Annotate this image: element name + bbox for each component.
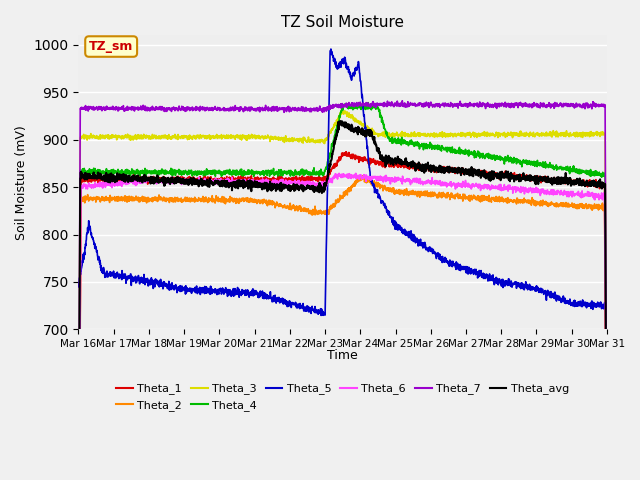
- Line: Theta_2: Theta_2: [79, 176, 607, 480]
- Theta_6: [332, 171, 339, 177]
- Theta_4: [491, 156, 499, 162]
- Theta_2: [317, 208, 325, 214]
- Theta_4: [588, 170, 595, 176]
- Theta_2: [588, 202, 595, 208]
- Theta_7: [491, 102, 499, 108]
- Theta_5: [317, 312, 325, 318]
- Theta_3: [588, 131, 596, 137]
- Theta_5: [332, 60, 340, 66]
- Theta_3: [491, 134, 499, 140]
- Theta_2: [359, 173, 367, 179]
- Theta_6: [102, 184, 109, 190]
- Theta_6: [317, 181, 325, 187]
- Theta_1: [588, 181, 595, 187]
- Theta_4: [364, 100, 372, 106]
- Theta_2: [491, 196, 499, 202]
- Theta_5: [588, 299, 596, 304]
- Theta_1: [491, 172, 499, 178]
- Theta_1: [332, 160, 339, 166]
- Theta_7: [588, 104, 595, 109]
- Theta_7: [588, 106, 596, 112]
- Theta_6: [335, 170, 343, 176]
- Theta_5: [588, 298, 596, 304]
- Legend: Theta_1, Theta_2, Theta_3, Theta_4, Theta_5, Theta_6, Theta_7, Theta_avg: Theta_1, Theta_2, Theta_3, Theta_4, Thet…: [112, 379, 573, 415]
- Theta_avg: [317, 188, 325, 193]
- Theta_5: [603, 301, 611, 307]
- Theta_6: [491, 184, 499, 190]
- Theta_7: [102, 106, 109, 111]
- Theta_3: [338, 106, 346, 112]
- Theta_1: [102, 177, 109, 183]
- Theta_1: [342, 149, 350, 155]
- Theta_3: [102, 132, 109, 138]
- Line: Theta_5: Theta_5: [79, 49, 607, 315]
- Theta_5: [318, 306, 326, 312]
- Theta_avg: [588, 181, 596, 187]
- Title: TZ Soil Moisture: TZ Soil Moisture: [281, 15, 404, 30]
- X-axis label: Time: Time: [327, 349, 358, 362]
- Line: Theta_1: Theta_1: [79, 152, 607, 480]
- Theta_6: [588, 192, 596, 197]
- Theta_4: [102, 171, 109, 177]
- Theta_1: [317, 176, 325, 182]
- Text: TZ_sm: TZ_sm: [89, 40, 133, 53]
- Theta_avg: [491, 171, 499, 177]
- Theta_avg: [588, 179, 595, 185]
- Theta_1: [588, 180, 596, 186]
- Theta_avg: [336, 118, 344, 124]
- Line: Theta_4: Theta_4: [79, 103, 607, 480]
- Theta_2: [588, 205, 596, 211]
- Theta_3: [332, 122, 339, 128]
- Theta_2: [102, 197, 109, 203]
- Line: Theta_6: Theta_6: [79, 173, 607, 480]
- Theta_4: [332, 128, 339, 134]
- Theta_7: [332, 103, 339, 109]
- Theta_4: [588, 172, 596, 178]
- Theta_7: [317, 108, 325, 113]
- Y-axis label: Soil Moisture (mV): Soil Moisture (mV): [15, 125, 28, 240]
- Line: Theta_7: Theta_7: [79, 101, 607, 480]
- Theta_3: [588, 130, 595, 136]
- Theta_avg: [332, 135, 339, 141]
- Theta_5: [327, 46, 335, 52]
- Theta_4: [317, 170, 325, 176]
- Line: Theta_3: Theta_3: [79, 109, 607, 480]
- Theta_5: [492, 280, 499, 286]
- Theta_7: [399, 98, 406, 104]
- Theta_5: [102, 271, 109, 276]
- Theta_3: [317, 137, 325, 143]
- Theta_avg: [102, 172, 109, 178]
- Theta_6: [588, 192, 595, 197]
- Line: Theta_avg: Theta_avg: [79, 121, 607, 480]
- Theta_2: [332, 202, 339, 208]
- Theta_5: [75, 284, 83, 289]
